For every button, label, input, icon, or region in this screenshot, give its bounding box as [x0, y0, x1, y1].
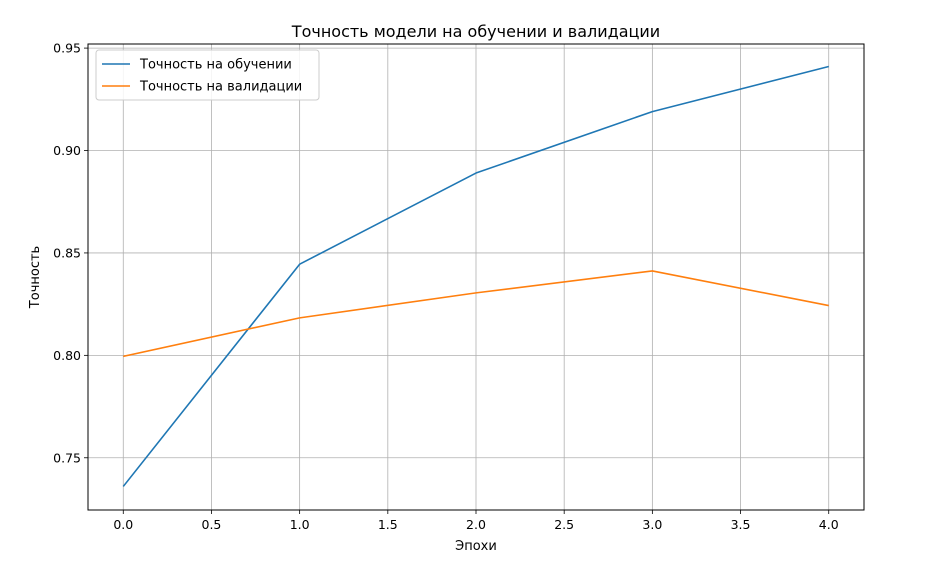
series-lines: [122, 65, 829, 487]
y-axis-label: Точность: [28, 246, 43, 309]
x-tick-label: 0.5: [202, 517, 222, 532]
legend: Точность на обучении Точность на валидаци…: [95, 49, 320, 101]
x-tick-label: 3.5: [731, 517, 751, 532]
x-axis-label: Эпохи: [455, 539, 497, 554]
y-tick-label: 0.95: [53, 41, 81, 56]
y-tick-label: 0.80: [53, 348, 81, 363]
x-tick-label: 4.0: [819, 517, 839, 532]
x-tick-label: 2.0: [466, 517, 486, 532]
legend-label: Точность на валидации: [139, 80, 302, 95]
y-tick-label: 0.85: [53, 245, 81, 260]
chart-title: Точность модели на обучении и валидации: [291, 22, 660, 41]
x-tick-label: 3.0: [642, 517, 662, 532]
series-line-0: [122, 65, 829, 487]
x-tick-label: 1.0: [290, 517, 310, 532]
y-axis-ticks: 0.75 0.80 0.85 0.90 0.95: [53, 41, 88, 465]
x-tick-label: 1.5: [378, 517, 398, 532]
series-line-1: [123, 270, 829, 358]
legend-box: [95, 49, 320, 101]
x-tick-label: 0.0: [113, 517, 133, 532]
legend-label: Точность на обучении: [139, 58, 292, 73]
y-tick-label: 0.75: [53, 450, 81, 465]
x-tick-label: 2.5: [554, 517, 574, 532]
x-axis-ticks: 0.0 0.5 1.0 1.5 2.0 2.5 3.0 3.5 4.0: [113, 510, 839, 532]
grid: [88, 44, 864, 510]
y-tick-label: 0.90: [53, 143, 81, 158]
